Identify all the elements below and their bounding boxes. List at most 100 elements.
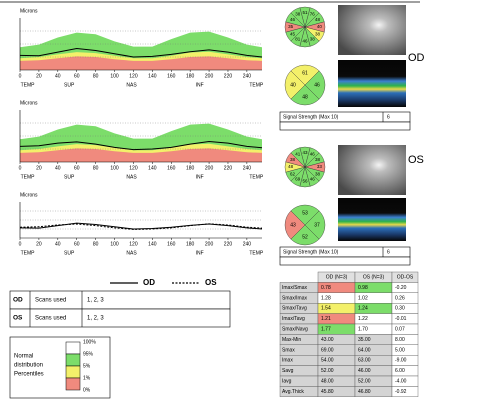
x-tick-label: 220 xyxy=(224,73,233,79)
header-label: OD-OS xyxy=(397,275,414,281)
x-tick-label: 220 xyxy=(224,241,233,247)
signal-value: 6 xyxy=(387,249,390,255)
x-tick-label: 120 xyxy=(129,241,138,247)
cell-value: 43.00 xyxy=(321,337,334,343)
region-label: TEMP xyxy=(21,174,36,180)
cell-value: 48.00 xyxy=(321,379,334,385)
scans-value: 1, 2, 3 xyxy=(87,298,104,304)
row-label: Imax/Tavg xyxy=(282,316,305,322)
quadrant-sector xyxy=(290,84,320,106)
clock-value: 51 xyxy=(302,10,308,15)
clock-value: 62 xyxy=(290,171,296,176)
oct-scan xyxy=(338,60,406,107)
quadrant-value: 52 xyxy=(302,234,308,240)
cell-value: -0.20 xyxy=(395,285,407,291)
region-label: TEMP xyxy=(249,250,264,256)
quadrant-sector xyxy=(304,210,326,240)
x-tick-label: 100 xyxy=(110,241,119,247)
x-tick-label: 180 xyxy=(186,241,195,247)
y-axis-label: Microns xyxy=(20,192,38,198)
cell-value: 46.00 xyxy=(358,368,371,374)
percentile-swatch xyxy=(65,365,81,379)
x-tick-label: 140 xyxy=(148,73,157,79)
cell-value: 0.30 xyxy=(395,306,405,312)
fundus-image xyxy=(338,145,406,195)
row-label: Imax/Smax xyxy=(282,285,308,291)
row-label: Smax/Tavg xyxy=(282,306,307,312)
legend-label: OD xyxy=(143,278,155,287)
cell-value: 45.80 xyxy=(321,389,334,395)
x-tick-label: 20 xyxy=(36,73,42,79)
cell-value: 8.00 xyxy=(395,337,405,343)
oct-scan xyxy=(338,198,406,241)
region-label: NAS xyxy=(126,250,137,256)
region-label: SUP xyxy=(64,174,75,180)
clock-value: 38 xyxy=(315,31,321,36)
clock-value: 43 xyxy=(302,150,308,155)
clock-value: 38 xyxy=(315,171,321,176)
cell-value: 64.00 xyxy=(358,347,371,353)
x-tick-label: 20 xyxy=(36,241,42,247)
percentile-label: 0% xyxy=(83,387,91,393)
x-tick-label: 240 xyxy=(243,165,252,171)
clock-value: 40 xyxy=(317,24,323,29)
quadrant-sector xyxy=(290,64,320,86)
quadrant-value: 43 xyxy=(290,222,296,228)
cell-value: 1.22 xyxy=(358,316,368,322)
clock-value: 46 xyxy=(302,39,308,44)
eye-title: OS xyxy=(408,154,424,166)
cell-value: 54.00 xyxy=(321,358,334,364)
row-label: Smax xyxy=(282,347,295,353)
signal-label: Signal Strength (Max 10) xyxy=(283,114,339,120)
y-axis-label: Microns xyxy=(20,100,38,106)
x-tick-label: 240 xyxy=(243,73,252,79)
x-tick-label: 120 xyxy=(129,73,138,79)
cell-value: 1.28 xyxy=(321,295,331,301)
x-tick-label: 80 xyxy=(93,165,99,171)
header-label: OD (N=3) xyxy=(326,275,348,281)
region-label: NAS xyxy=(126,174,137,180)
percentile-band xyxy=(20,56,262,70)
clock-value: 38 xyxy=(315,157,321,162)
cell-value: 46.80 xyxy=(358,389,371,395)
clock-value: 46 xyxy=(310,177,316,182)
x-tick-label: 40 xyxy=(55,165,61,171)
percentile-swatch xyxy=(65,353,81,367)
clock-value: 41 xyxy=(295,152,301,157)
cell-value: 35.00 xyxy=(358,337,371,343)
cell-value: 1.02 xyxy=(358,295,368,301)
clock-value: 69 xyxy=(295,177,301,182)
signal-value: 6 xyxy=(387,114,390,120)
eye-label: OS xyxy=(13,315,23,322)
x-tick-label: 180 xyxy=(186,73,195,79)
x-tick-label: 20 xyxy=(36,165,42,171)
eye-title: OD xyxy=(408,52,425,64)
x-tick-label: 200 xyxy=(205,165,214,171)
region-label: INF xyxy=(196,250,204,256)
x-tick-label: 100 xyxy=(110,73,119,79)
region-label: TEMP xyxy=(249,82,264,88)
quadrant-sector xyxy=(290,204,320,226)
quadrant-value: 40 xyxy=(290,82,296,88)
region-label: TEMP xyxy=(21,82,36,88)
clock-value: 56 xyxy=(302,179,308,184)
x-tick-label: 180 xyxy=(186,165,195,171)
cell-value: 63.00 xyxy=(358,358,371,364)
percentile-title: Percentiles xyxy=(14,372,44,378)
scans-label: Scans used xyxy=(35,298,66,304)
percentile-band xyxy=(20,148,262,162)
thickness-line xyxy=(19,223,263,230)
clock-sector xyxy=(290,147,306,168)
cell-value: 1.70 xyxy=(358,327,368,333)
scans-row xyxy=(9,308,231,328)
quadrant-sector xyxy=(290,224,320,246)
x-tick-label: 40 xyxy=(55,73,61,79)
thickness-line xyxy=(19,48,263,58)
cell-value: 0.07 xyxy=(395,327,405,333)
scans-value: 1, 2, 3 xyxy=(87,316,104,322)
x-tick-label: 0 xyxy=(19,241,22,247)
percentile-label: 1% xyxy=(83,375,91,381)
cell-value: 69.00 xyxy=(321,347,334,353)
cell-value: 0.26 xyxy=(395,295,405,301)
percentile-box xyxy=(9,336,111,399)
